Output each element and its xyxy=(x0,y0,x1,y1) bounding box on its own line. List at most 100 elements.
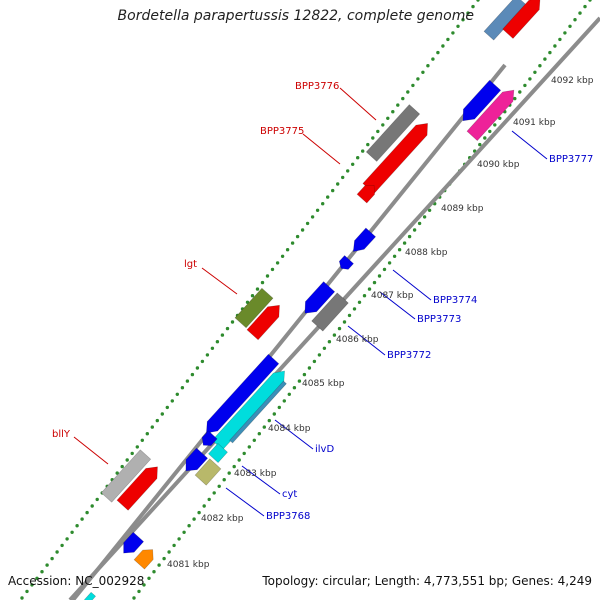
scale-dot xyxy=(332,333,337,337)
scale-dot xyxy=(387,261,392,265)
scale-dot xyxy=(523,83,527,88)
gene-feature xyxy=(462,79,502,122)
scale-dot xyxy=(237,458,241,462)
gene-feature xyxy=(365,104,421,162)
scale-dot xyxy=(466,11,470,15)
scale-dot xyxy=(45,563,49,567)
gene-callout-line xyxy=(274,419,314,450)
gene-features xyxy=(83,0,541,600)
gene-feature xyxy=(133,549,154,570)
gene-feature xyxy=(338,255,354,270)
scale-dot xyxy=(563,31,567,35)
scale-dot xyxy=(35,576,39,580)
scale-dot xyxy=(170,399,174,403)
scale-dots xyxy=(20,0,592,600)
scale-dot xyxy=(30,583,34,587)
scale-dot xyxy=(90,504,94,508)
gene-label: BPP3768 xyxy=(266,511,310,522)
scale-dot xyxy=(222,478,226,482)
scale-dot xyxy=(230,320,235,324)
scale-dot xyxy=(302,372,307,377)
scale-dot xyxy=(252,438,256,442)
scale-dot xyxy=(267,418,271,423)
scale-dot xyxy=(215,340,220,344)
scale-dot xyxy=(322,346,327,350)
gene-feature xyxy=(356,184,375,204)
scale-dot xyxy=(232,464,236,469)
scale-dot xyxy=(578,11,582,15)
scale-dot xyxy=(207,497,211,502)
scale-dot xyxy=(513,96,517,101)
scale-dot xyxy=(175,392,179,396)
gene-feature xyxy=(208,442,228,464)
scale-dot xyxy=(187,524,191,528)
scale-dot xyxy=(307,366,312,370)
scale-tick-label: 4085 kbp xyxy=(302,379,345,389)
scale-dot xyxy=(341,175,345,180)
scale-dot xyxy=(220,333,225,337)
scale-tick-label: 4089 kbp xyxy=(441,204,484,214)
scale-dot xyxy=(142,583,146,587)
scale-dot xyxy=(242,451,246,456)
scale-dot xyxy=(488,129,492,134)
accession-text: Accession: NC_002928 xyxy=(8,574,145,588)
gene-label: cyt xyxy=(282,489,297,500)
scale-dot xyxy=(145,432,149,436)
scale-dot xyxy=(498,116,502,121)
gene-feature xyxy=(229,380,287,444)
scale-dot xyxy=(326,195,330,199)
scale-dot xyxy=(195,366,200,370)
gene-label: bllY xyxy=(52,429,71,440)
scale-dot xyxy=(342,320,347,324)
scale-dot xyxy=(451,31,455,35)
scale-dot xyxy=(478,142,482,147)
gene-label: BPP3776 xyxy=(295,81,339,92)
scale-dot xyxy=(588,0,592,2)
scale-dot xyxy=(202,504,206,508)
scale-dot xyxy=(287,392,291,396)
scale-dot xyxy=(392,254,397,258)
scale-dot xyxy=(180,386,185,390)
scale-dot xyxy=(185,379,190,383)
scale-dot xyxy=(553,44,557,48)
scale-dot xyxy=(152,570,156,574)
scale-dot xyxy=(262,425,266,429)
scale-dot xyxy=(272,412,276,416)
scale-dot xyxy=(361,149,365,153)
scale-dot xyxy=(50,556,54,561)
scale-tick-label: 4083 kbp xyxy=(234,469,277,479)
scale-dot xyxy=(412,228,417,232)
scale-dot xyxy=(573,18,577,22)
gene-feature xyxy=(304,281,336,314)
scale-dot xyxy=(351,162,355,166)
scale-dot xyxy=(75,524,79,528)
scale-dot xyxy=(583,4,587,9)
scale-dot xyxy=(376,129,380,134)
gene-label: BPP3775 xyxy=(260,126,304,137)
scale-dot xyxy=(417,221,422,226)
gene-feature xyxy=(201,430,218,446)
gene-label: BPP3772 xyxy=(387,350,431,361)
scale-dot xyxy=(315,208,320,212)
scale-tick-label: 4092 kbp xyxy=(551,76,594,86)
scale-dot xyxy=(528,77,532,81)
scale-dot xyxy=(543,57,547,61)
scale-dot xyxy=(157,563,161,567)
scale-dot xyxy=(297,379,302,383)
gene-callout-line xyxy=(392,269,432,301)
scale-dot xyxy=(321,202,325,206)
scale-dot xyxy=(416,77,420,81)
scale-dot xyxy=(518,90,522,94)
scale-dot xyxy=(538,63,542,68)
scale-dot xyxy=(426,63,430,68)
scale-dot xyxy=(155,418,159,423)
gene-callout-line xyxy=(339,87,377,121)
scale-dot xyxy=(533,70,537,75)
scale-dot xyxy=(397,248,402,252)
gene-callout-line xyxy=(225,487,265,517)
scale-dot xyxy=(250,294,255,298)
scale-dot xyxy=(346,169,350,173)
scale-dot xyxy=(377,274,382,278)
scale-dot xyxy=(227,471,231,475)
